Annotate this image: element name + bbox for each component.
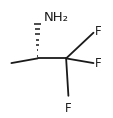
Text: F: F (65, 102, 71, 115)
Text: F: F (94, 57, 100, 70)
Text: NH₂: NH₂ (43, 11, 68, 24)
Text: F: F (94, 25, 100, 38)
